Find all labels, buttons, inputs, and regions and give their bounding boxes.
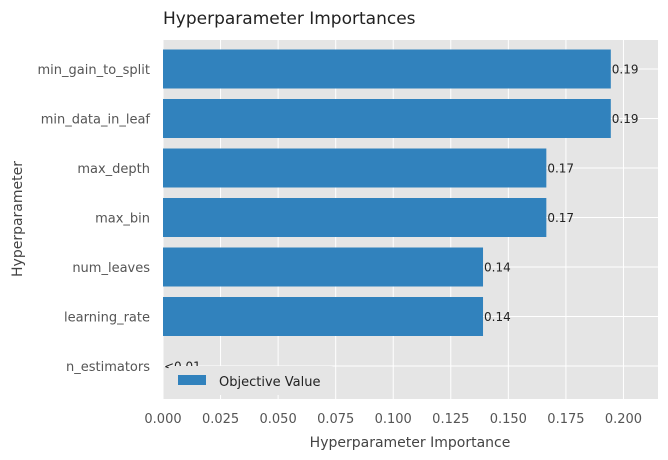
y-tick-label: learning_rate xyxy=(64,311,150,326)
x-tick-label: 0.125 xyxy=(432,412,469,427)
y-tick-labels: min_gain_to_split min_data_in_leaf max_dep… xyxy=(38,63,151,375)
y-tick-label: min_gain_to_split xyxy=(38,63,150,78)
bar-value-label: 0.14 xyxy=(484,310,511,324)
bar-min-data-in-leaf xyxy=(163,99,611,138)
bar-max-bin xyxy=(163,198,547,237)
bar-num-leaves xyxy=(163,247,484,287)
y-tick-label: num_leaves xyxy=(72,261,150,276)
bar-max-depth xyxy=(163,148,547,188)
x-tick-label: 0.000 xyxy=(144,412,181,427)
legend-box xyxy=(168,366,335,395)
bar-value-labels: 0.190.190.170.170.140.14<0.01 xyxy=(164,63,639,374)
x-tick-label: 0.175 xyxy=(547,412,584,427)
x-tick-label: 0.050 xyxy=(260,412,297,427)
legend-swatch xyxy=(178,375,206,385)
bar-value-label: 0.17 xyxy=(547,162,574,176)
bar-value-label: 0.14 xyxy=(484,261,511,275)
x-tick-labels: 0.000 0.025 0.050 0.075 0.100 0.125 0.150 0.175… xyxy=(144,412,642,427)
y-tick-label: max_depth xyxy=(77,162,150,177)
x-tick-label: 0.100 xyxy=(375,412,412,427)
y-tick-label: n_estimators xyxy=(66,360,150,375)
bar-learning-rate xyxy=(163,297,484,336)
bar-min-gain-to-split xyxy=(163,49,611,89)
x-tick-label: 0.075 xyxy=(317,412,354,427)
x-tick-label: 0.025 xyxy=(202,412,239,427)
bar-value-label: 0.17 xyxy=(547,211,574,225)
y-tick-label: max_bin xyxy=(95,212,150,227)
y-tick-label: min_data_in_leaf xyxy=(41,113,151,128)
legend: Objective Value xyxy=(168,366,335,395)
bar-value-label: 0.19 xyxy=(612,63,639,77)
legend-label: Objective Value xyxy=(219,375,320,390)
y-axis-label: Hyperparameter xyxy=(10,161,26,277)
bar-value-label: 0.19 xyxy=(612,112,639,126)
x-axis-label: Hyperparameter Importance xyxy=(310,435,511,451)
bar-group xyxy=(163,49,611,336)
chart-title: Hyperparameter Importances xyxy=(163,9,416,29)
x-tick-label: 0.200 xyxy=(605,412,642,427)
x-tick-label: 0.150 xyxy=(490,412,527,427)
